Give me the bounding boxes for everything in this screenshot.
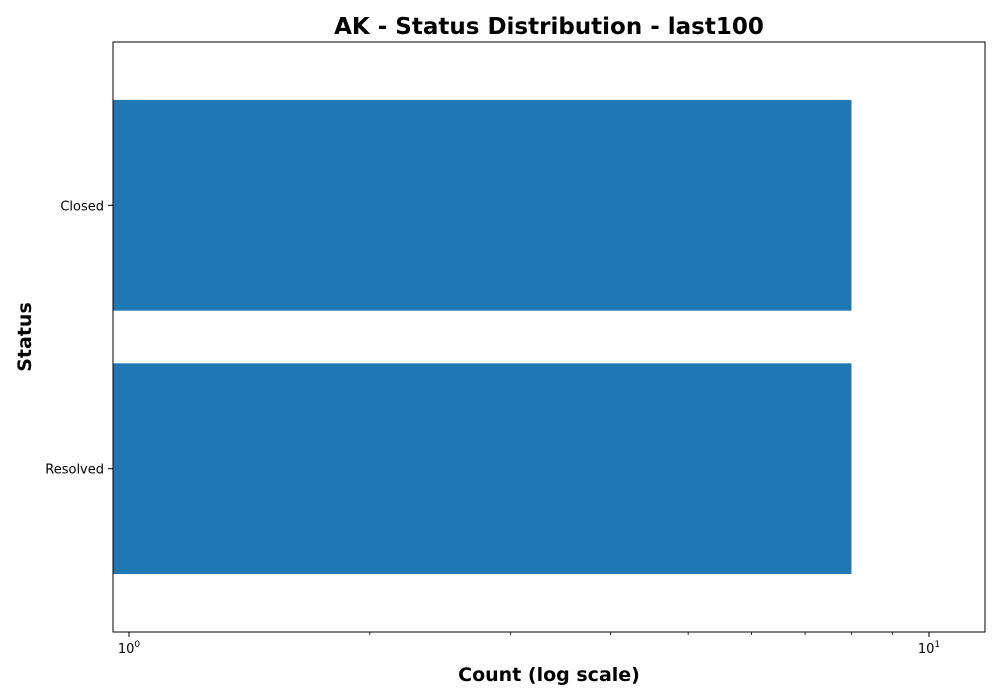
- x-tick-label-0: 100: [118, 640, 141, 657]
- y-tick-label-closed: Closed: [60, 199, 104, 214]
- bar-resolved: [113, 363, 852, 575]
- x-tick-label-1: 101: [918, 640, 940, 657]
- plot-area: Closed Resolved 100 101: [45, 99, 940, 657]
- y-tick-label-resolved: Resolved: [45, 463, 104, 478]
- chart-title: AK - Status Distribution - last100: [334, 14, 764, 40]
- y-axis-label: Status: [14, 302, 36, 372]
- plot-frame: [112, 41, 986, 633]
- x-axis-label: Count (log scale): [458, 664, 640, 686]
- bar-closed: [113, 99, 852, 311]
